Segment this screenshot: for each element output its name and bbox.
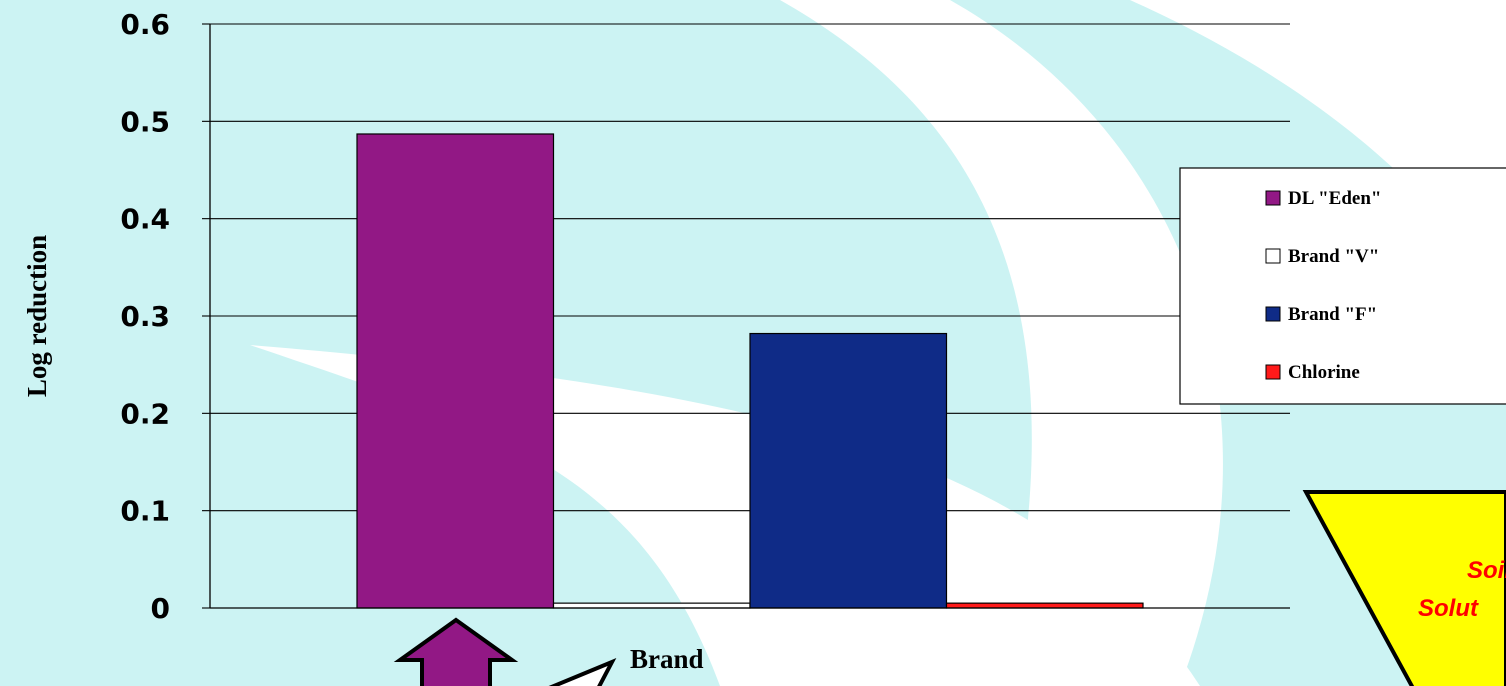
y-tick-label: 0 [151,592,170,625]
legend-label: Chlorine [1288,362,1360,383]
y-tick-label: 0.1 [120,495,170,528]
legend-swatch [1265,190,1281,206]
bar-2 [552,602,751,609]
y-tick-label: 0.2 [120,397,170,430]
y-tick-label: 0.3 [120,300,170,333]
x-axis-title: Brand [630,644,704,674]
legend-swatch [1265,248,1281,264]
legend-box [1179,167,1506,405]
up-arrow-shape [393,617,519,686]
callout-shape [1302,490,1506,686]
legend-label: Brand "V" [1288,246,1379,267]
legend-label: DL "Eden" [1288,188,1381,209]
y-tick-label: 0.4 [120,203,170,236]
bar-3 [749,332,948,609]
bar-4 [945,602,1144,609]
bar-1 [356,133,555,609]
background-leaf-shape [1130,0,1506,300]
y-tick-label: 0.5 [120,105,170,138]
pointer-arrow-outline [548,658,617,686]
callout-shape-group: Soil Solut [1302,490,1506,686]
legend-swatch [1265,364,1281,380]
y-tick-label: 0.6 [120,8,170,41]
callout-line-1: Soil [1467,557,1506,584]
legend: DL "Eden" Brand "V" Brand "F" Chlorine [1179,167,1506,405]
y-axis-title: Log reduction [22,235,52,397]
up-arrow [393,617,519,686]
background-leaf-shape [780,0,1223,686]
legend-swatch [1265,306,1281,322]
bars [356,133,1144,609]
callout-line-2: Solut [1418,595,1479,622]
legend-label: Brand "F" [1288,304,1377,325]
y-axis-ticks: 0 0.1 0.2 0.3 0.4 0.5 0.6 [120,8,210,625]
